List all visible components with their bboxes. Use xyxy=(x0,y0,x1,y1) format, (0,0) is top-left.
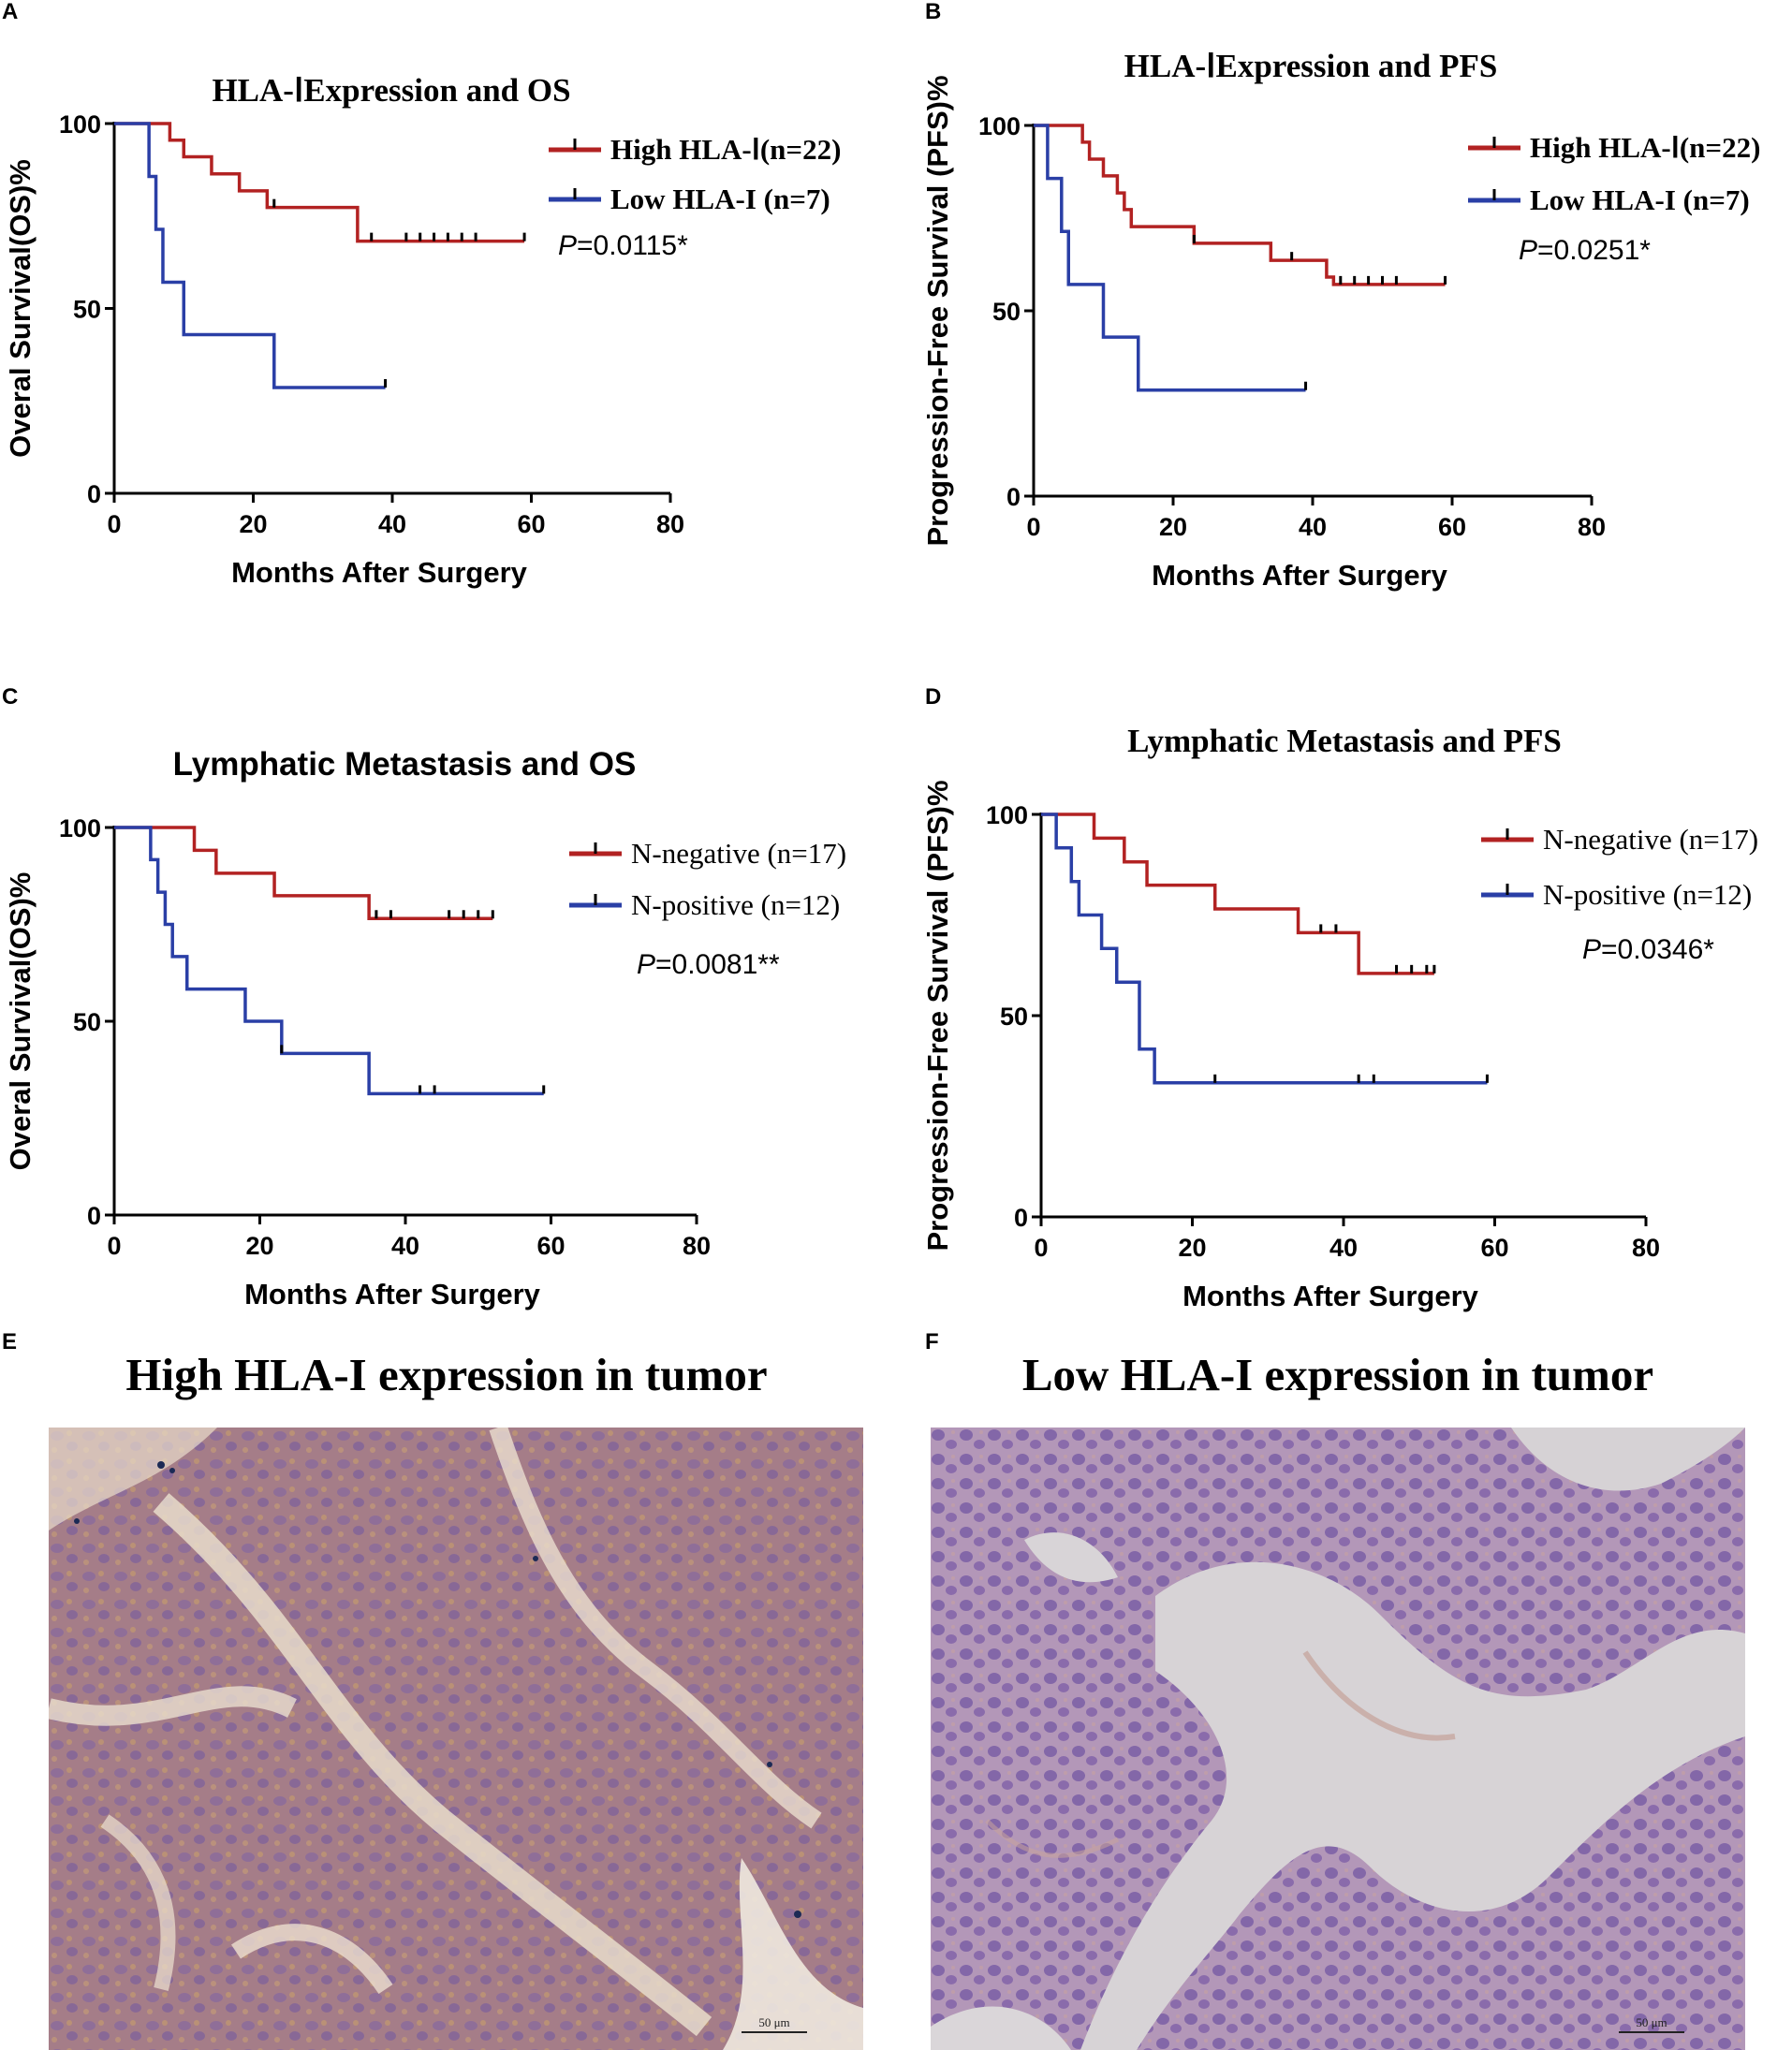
y-tick-label: 50 xyxy=(992,298,1021,326)
y-axis-label: Overal Survival(OS)% xyxy=(4,159,37,458)
chart-c: Lymphatic Metastasis and OS 0 20 40 60 80 0 50 1… xyxy=(4,746,846,1311)
y-tick-label: 50 xyxy=(73,1008,101,1036)
x-tick-label: 20 xyxy=(239,510,267,538)
y-tick-label: 100 xyxy=(59,110,101,139)
x-axis-label: Months After Surgery xyxy=(244,1278,541,1311)
scale-bar-label-high: 50 μm xyxy=(758,2015,790,2029)
scale-bar-line-low xyxy=(1619,2031,1684,2033)
x-tick-label: 0 xyxy=(107,1232,121,1260)
legend-label: High HLA-Ⅰ(n=22) xyxy=(610,133,841,166)
scale-bar-line-high xyxy=(742,2031,807,2033)
x-tick-label: 80 xyxy=(683,1232,711,1260)
x-tick-label: 60 xyxy=(1438,513,1466,541)
series-line-high xyxy=(114,826,493,921)
x-tick-label: 40 xyxy=(1299,513,1327,541)
p-value-number: =0.0251* xyxy=(1537,235,1651,266)
chart-b: HLA-ⅠExpression and PFS 0 20 40 60 80 0 50 100 Mo… xyxy=(921,48,1760,592)
p-value-number: =0.0115* xyxy=(577,230,688,261)
micrograph-high-hla: 50 μm xyxy=(49,1428,863,2050)
p-value-symbol: P xyxy=(637,949,655,980)
x-tick-label: 80 xyxy=(656,510,684,538)
legend-label: N-negative (n=17) xyxy=(631,837,846,870)
legend-label: High HLA-Ⅰ(n=22) xyxy=(1530,131,1760,164)
y-tick-label: 100 xyxy=(59,814,101,842)
scale-bar-low: 50 μm xyxy=(1619,2015,1684,2033)
p-value-label: P=0.0115* xyxy=(558,230,688,261)
x-tick-label: 60 xyxy=(536,1232,565,1260)
legend-label: N-positive (n=12) xyxy=(1543,878,1752,911)
panel-letter-e: E xyxy=(2,1329,18,1354)
legend-label: N-negative (n=17) xyxy=(1543,823,1758,856)
survival-charts: A B C D HLA-ⅠExpression and OS 0 20 40 60 80 0… xyxy=(2,0,1760,1312)
y-tick-label: 100 xyxy=(978,112,1021,140)
p-value-symbol: P xyxy=(1582,934,1601,965)
p-value-label: P=0.0346* xyxy=(1582,934,1714,965)
y-tick-label: 0 xyxy=(1014,1204,1028,1232)
x-axis-label: Months After Surgery xyxy=(1152,559,1448,592)
y-tick-label: 50 xyxy=(73,296,101,324)
x-tick-label: 0 xyxy=(107,510,121,538)
x-tick-label: 60 xyxy=(1480,1234,1508,1262)
series-line-low xyxy=(114,122,386,389)
chart-a: HLA-ⅠExpression and OS 0 20 40 60 80 0 50 100 Mon… xyxy=(4,72,841,589)
p-value-symbol: P xyxy=(1519,235,1537,266)
legend-label: Low HLA-I (n=7) xyxy=(1530,183,1750,216)
y-axis-label: Progression-Free Survival (PFS)% xyxy=(921,75,954,546)
y-tick-label: 0 xyxy=(87,480,101,508)
series-line-high xyxy=(1041,813,1434,975)
series-line-low xyxy=(1041,813,1488,1085)
x-axis-label: Months After Surgery xyxy=(1182,1280,1479,1312)
legend-label: Low HLA-I (n=7) xyxy=(610,183,830,215)
x-tick-label: 0 xyxy=(1034,1234,1048,1262)
y-axis-label: Progression-Free Survival (PFS)% xyxy=(921,780,954,1251)
x-tick-label: 80 xyxy=(1632,1234,1660,1262)
p-value-symbol: P xyxy=(558,230,577,261)
legend-label: N-positive (n=12) xyxy=(631,888,840,921)
x-tick-label: 40 xyxy=(1329,1234,1358,1262)
p-value-number: =0.0346* xyxy=(1601,934,1714,965)
series-line-high xyxy=(114,122,525,243)
series-line-low xyxy=(114,826,544,1096)
p-value-label: P=0.0081** xyxy=(637,949,780,980)
y-tick-label: 0 xyxy=(1006,483,1021,511)
panel-letter-c: C xyxy=(2,684,18,710)
x-tick-label: 0 xyxy=(1026,513,1040,541)
micrograph-title-high: High HLA-I expression in tumor xyxy=(125,1349,768,1400)
micrograph-low-texture xyxy=(931,1428,1745,2050)
panel-letter-f: F xyxy=(925,1329,939,1354)
micrograph-low-hla: 50 μm xyxy=(931,1428,1745,2050)
y-tick-label: 50 xyxy=(1000,1003,1028,1031)
chart-d: Lymphatic Metastasis and PFS 0 20 40 60 80 0 50… xyxy=(921,723,1758,1312)
p-value-label: P=0.0251* xyxy=(1519,235,1651,266)
x-axis-label: Months After Surgery xyxy=(231,556,528,589)
panel-letter-d: D xyxy=(925,684,941,710)
scale-bar-high: 50 μm xyxy=(742,2015,807,2033)
x-tick-label: 40 xyxy=(378,510,406,538)
scale-bar-label-low: 50 μm xyxy=(1636,2015,1667,2029)
y-tick-label: 0 xyxy=(87,1202,101,1230)
x-tick-label: 20 xyxy=(1178,1234,1206,1262)
series-line-low xyxy=(1034,124,1306,392)
x-tick-label: 20 xyxy=(1159,513,1187,541)
chart-title: HLA-ⅠExpression and OS xyxy=(212,72,570,109)
chart-title: Lymphatic Metastasis and PFS xyxy=(1127,723,1562,759)
micrograph-high-texture xyxy=(49,1428,863,2050)
x-tick-label: 20 xyxy=(245,1232,273,1260)
y-axis-label: Overal Survival(OS)% xyxy=(4,872,37,1171)
x-tick-label: 80 xyxy=(1578,513,1606,541)
p-value-number: =0.0081** xyxy=(655,949,780,980)
series-line-high xyxy=(1034,124,1446,286)
y-tick-label: 100 xyxy=(986,801,1028,829)
panel-letter-a: A xyxy=(2,0,18,24)
chart-title: HLA-ⅠExpression and PFS xyxy=(1124,48,1498,84)
micrograph-title-low: Low HLA-I expression in tumor xyxy=(1021,1349,1654,1400)
chart-title: Lymphatic Metastasis and OS xyxy=(173,746,637,783)
panel-letter-b: B xyxy=(925,0,941,24)
x-tick-label: 40 xyxy=(391,1232,419,1260)
x-tick-label: 60 xyxy=(517,510,545,538)
